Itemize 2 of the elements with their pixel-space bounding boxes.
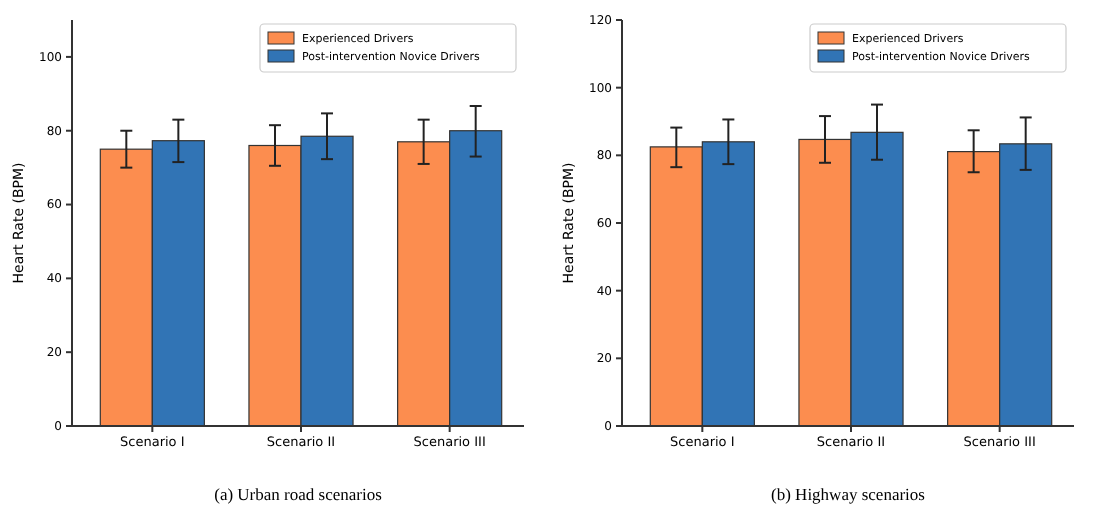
text: (b) Highway scenarios xyxy=(771,484,925,504)
text: (a) Urban road scenarios xyxy=(214,484,382,504)
